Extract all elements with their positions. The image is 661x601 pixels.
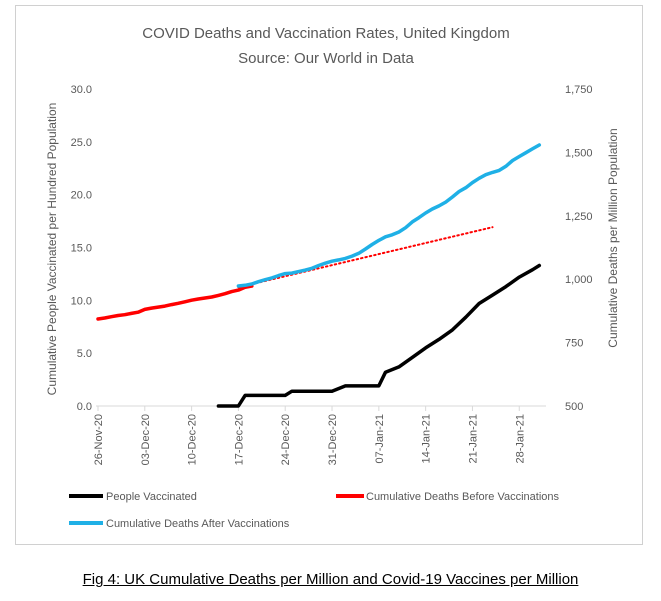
x-tick-label: 17-Dec-20 [233,414,245,465]
legend: People Vaccinated Cumulative Deaths Befo… [69,491,560,530]
x-tick-label: 31-Dec-20 [327,414,339,465]
y-left-tick-label: 10.0 [71,295,92,307]
x-tick-label: 14-Jan-21 [421,414,433,464]
y-left-tick-label: 25.0 [71,137,92,149]
x-tick-label: 07-Jan-21 [374,414,386,464]
series-layer [96,143,542,408]
chart-frame: COVID Deaths and Vaccination Rates, Unit… [15,5,643,545]
y-axis-right-title: Cumulative Deaths per Million Population [606,128,620,347]
x-tick-label: 28-Jan-21 [514,414,526,464]
figure-caption: Fig 4: UK Cumulative Deaths per Million … [82,571,579,588]
x-tick-label: 26-Nov-20 [93,414,105,465]
x-tick-label: 24-Dec-20 [280,414,292,465]
x-axis-ticks: 26-Nov-20 03-Dec-20 10-Dec-20 17-Dec-20 24-D… [93,406,526,465]
y-left-tick-label: 20.0 [71,190,92,202]
y-left-tick-label: 5.0 [77,348,92,360]
y-right-tick-label: 1,250 [565,211,593,223]
y-right-tick-label: 500 [565,401,583,413]
series-line-cumulative-deaths-after-vaccinations [236,143,542,288]
legend-label-deaths-before: Cumulative Deaths Before Vaccinations [366,491,560,503]
y-left-tick-label: 15.0 [71,243,92,255]
y-left-tick-label: 30.0 [71,84,92,96]
chart-subtitle: Source: Our World in Data [238,50,414,67]
y-right-tick-label: 1,000 [565,274,593,286]
x-tick-label: 03-Dec-20 [140,414,152,465]
y-axis-left-title: Cumulative People Vaccinated per Hundred… [45,103,59,396]
y-right-tick-label: 750 [565,338,583,350]
y-axis-left-ticks: 0.0 5.0 10.0 15.0 20.0 25.0 30.0 [71,84,92,413]
x-tick-label: 10-Dec-20 [187,414,199,465]
y-left-tick-label: 0.0 [77,401,92,413]
y-axis-right-ticks: 500 750 1,000 1,250 1,500 1,750 [565,84,593,413]
y-right-tick-label: 1,500 [565,147,593,159]
chart-title: COVID Deaths and Vaccination Rates, Unit… [142,25,509,42]
series-line-cumulative-deaths-before-vaccinations-trend [237,226,494,289]
legend-label-people-vaccinated: People Vaccinated [106,491,197,503]
chart-canvas: COVID Deaths and Vaccination Rates, Unit… [45,25,620,530]
series-line-cumulative-deaths-before-vaccinations [96,284,254,321]
series-line-people-vaccinated [216,263,542,408]
legend-label-deaths-after: Cumulative Deaths After Vaccinations [106,518,290,530]
x-tick-label: 21-Jan-21 [467,414,479,464]
y-right-tick-label: 1,750 [565,84,593,96]
